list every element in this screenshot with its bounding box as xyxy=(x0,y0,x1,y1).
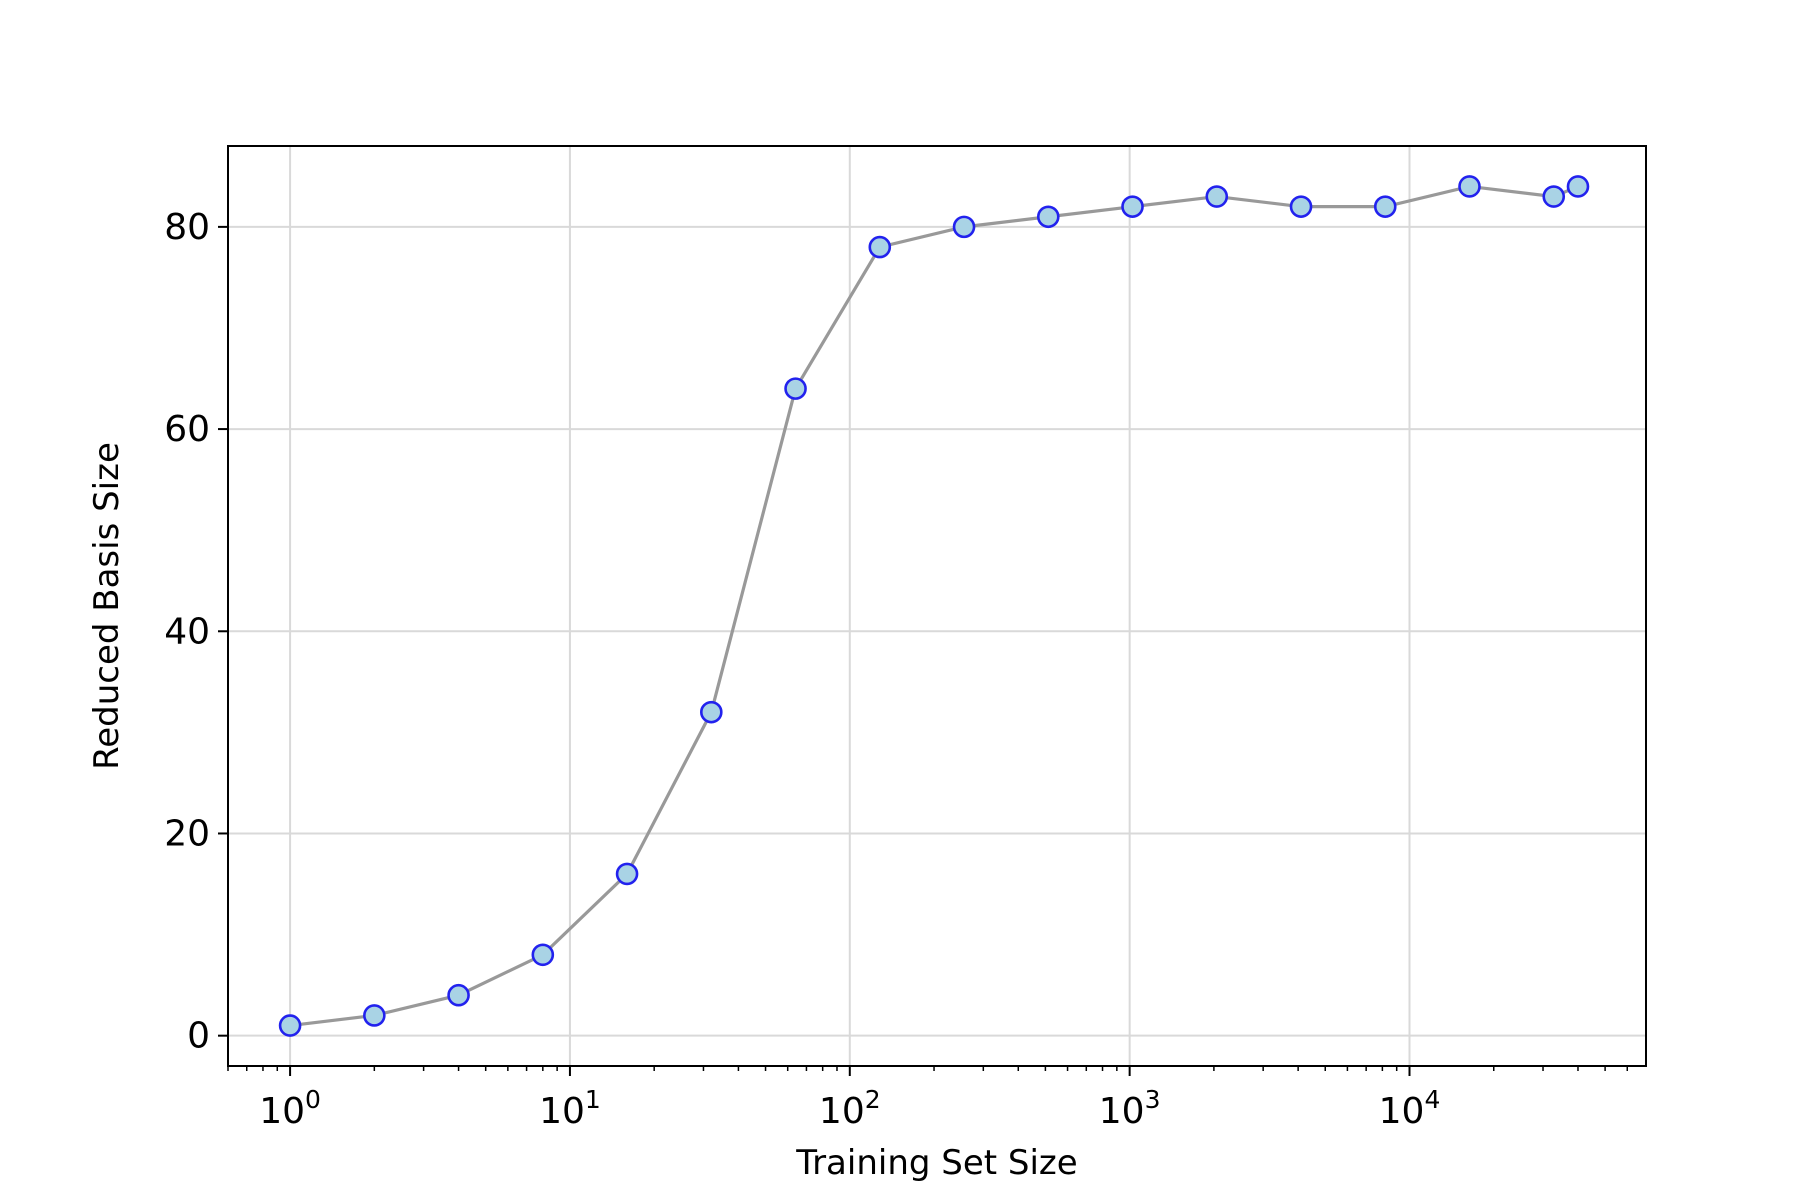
x-tick-label: 102 xyxy=(819,1085,881,1132)
data-point xyxy=(531,943,555,967)
y-tick-label: 0 xyxy=(187,1016,210,1057)
data-point xyxy=(1036,205,1060,229)
grid xyxy=(228,146,1646,1066)
data-point xyxy=(447,983,470,1007)
data-point xyxy=(278,1014,302,1037)
x-tick-label: 103 xyxy=(1099,1085,1161,1132)
data-point xyxy=(363,1004,386,1027)
x-tick-label: 100 xyxy=(259,1085,321,1132)
series-1 xyxy=(278,175,1590,1037)
data-point xyxy=(1373,195,1397,218)
data-point xyxy=(952,215,976,239)
x-tick-label: 104 xyxy=(1379,1085,1441,1132)
y-axis-label: Reduced Basis Size xyxy=(87,442,127,770)
data-point xyxy=(1566,175,1590,198)
data-point xyxy=(1121,195,1144,218)
data-point xyxy=(1458,175,1481,198)
y-tick-label: 80 xyxy=(164,207,210,248)
series-line xyxy=(289,184,1579,1028)
x-tick-label: 101 xyxy=(539,1085,601,1132)
data-point xyxy=(1289,195,1313,218)
plot-frame xyxy=(227,145,1647,1067)
data-point xyxy=(1542,185,1566,208)
data-point xyxy=(868,235,892,259)
y-tick-label: 60 xyxy=(164,409,210,450)
y-tick-label: 20 xyxy=(164,813,210,854)
ticks: 100 101 102 103 104 0 20 40 60 80 xyxy=(164,207,1629,1132)
data-point xyxy=(700,700,723,724)
data-point xyxy=(615,862,639,886)
data-point xyxy=(784,377,807,400)
x-axis-label: Training Set Size xyxy=(795,1143,1077,1183)
data-point xyxy=(1205,185,1229,208)
y-tick-label: 40 xyxy=(164,611,210,652)
